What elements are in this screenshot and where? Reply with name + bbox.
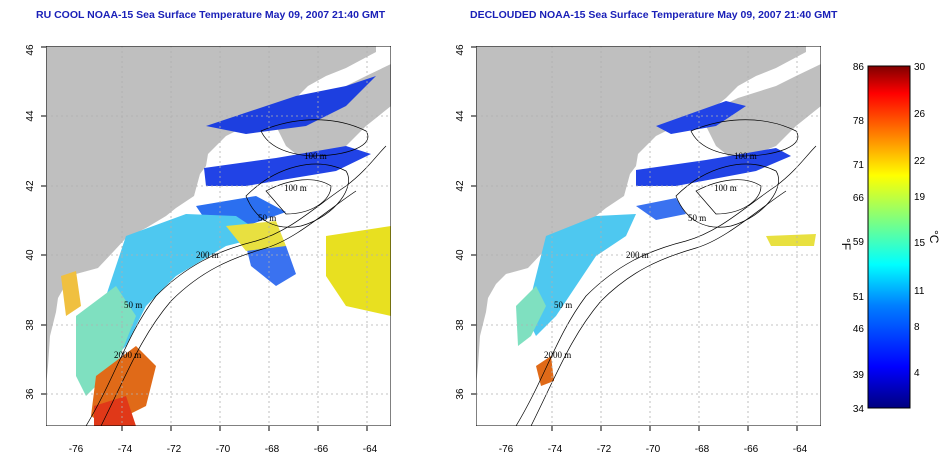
sst-cold-patch xyxy=(204,146,371,186)
x-tick: -68 xyxy=(265,444,280,455)
x-tick: -76 xyxy=(499,444,514,455)
fahrenheit-tick: 34 xyxy=(853,404,865,415)
x-tick: -66 xyxy=(314,444,329,455)
celsius-tick: 8 xyxy=(914,322,920,333)
y-tick: 46 xyxy=(455,44,466,56)
bathymetry-contour xyxy=(260,119,369,157)
celsius-tick: 19 xyxy=(914,192,926,203)
sst-warm-patch xyxy=(226,221,286,251)
map-left-panel[interactable]: 100 m 100 m 50 m 200 m 50 m 2000 m xyxy=(46,46,391,426)
y-tick: 38 xyxy=(25,319,36,331)
x-tick: -72 xyxy=(597,444,612,455)
y-tick: 38 xyxy=(455,319,466,331)
x-tick: -72 xyxy=(167,444,182,455)
y-tick: 40 xyxy=(25,249,36,261)
grid-lines xyxy=(46,46,391,426)
sst-mid-patch xyxy=(516,286,546,346)
map-right-canvas[interactable]: 100 m 100 m 50 m 200 m 50 m 2000 m xyxy=(476,46,821,426)
depth-label: 50 m xyxy=(554,300,572,310)
depth-label: 50 m xyxy=(688,213,706,223)
depth-label: 200 m xyxy=(196,250,219,260)
y-tick: 36 xyxy=(25,388,36,400)
depth-label: 2000 m xyxy=(544,350,571,360)
sst-mid-patch xyxy=(526,214,636,336)
x-tick: -64 xyxy=(363,444,378,455)
sst-cold-patch xyxy=(206,76,376,134)
x-tick: -76 xyxy=(69,444,84,455)
bathymetry-contour xyxy=(675,163,779,228)
celsius-unit-label: °C xyxy=(927,230,940,244)
sst-mid-patch xyxy=(76,286,136,396)
fahrenheit-tick: 86 xyxy=(853,62,865,73)
sst-warm-patch xyxy=(766,234,816,246)
colorbar: 86 78 71 66 59 51 46 39 34 30 26 22 19 1… xyxy=(839,62,940,415)
bathymetry-contour xyxy=(690,119,799,157)
x-tick: -66 xyxy=(744,444,759,455)
depth-label: 100 m xyxy=(714,183,737,193)
depth-label: 200 m xyxy=(626,250,649,260)
bathymetry-contour xyxy=(530,190,787,426)
depth-label: 100 m xyxy=(734,151,757,161)
x-tick: -70 xyxy=(646,444,661,455)
y-tick: 36 xyxy=(455,388,466,400)
x-tick: -68 xyxy=(695,444,710,455)
y-tick: 42 xyxy=(25,180,36,192)
sst-cold-patch xyxy=(636,148,791,186)
fahrenheit-unit-label: °F xyxy=(839,238,853,250)
celsius-tick: 15 xyxy=(914,238,926,249)
depth-label: 2000 m xyxy=(114,350,141,360)
x-tick: -64 xyxy=(793,444,808,455)
map-left-canvas[interactable]: 100 m 100 m 50 m 200 m 50 m 2000 m xyxy=(46,46,391,426)
bathymetry-contour xyxy=(85,145,387,426)
sst-cold-patch xyxy=(636,198,686,220)
fahrenheit-tick: 46 xyxy=(853,324,865,335)
celsius-tick: 22 xyxy=(914,156,926,167)
sst-hot-patch xyxy=(536,356,554,386)
map-left-title: RU COOL NOAA-15 Sea Surface Temperature … xyxy=(36,9,386,21)
land-nova-scotia xyxy=(701,64,821,158)
fahrenheit-tick: 71 xyxy=(853,160,865,171)
y-tick: 46 xyxy=(25,44,36,56)
fahrenheit-tick: 59 xyxy=(853,237,865,248)
celsius-tick: 30 xyxy=(914,62,926,73)
sst-warm-patch xyxy=(326,226,391,316)
y-tick: 40 xyxy=(455,249,466,261)
bathymetry-contour xyxy=(245,163,349,228)
sst-cold-patch xyxy=(656,101,746,134)
y-tick: 44 xyxy=(455,110,466,122)
celsius-tick: 26 xyxy=(914,109,926,120)
depth-label: 100 m xyxy=(304,151,327,161)
bathymetry-contour xyxy=(100,190,357,426)
y-tick: 44 xyxy=(25,110,36,122)
y-tick: 42 xyxy=(455,180,466,192)
celsius-tick: 11 xyxy=(914,286,925,297)
x-tick: -74 xyxy=(548,444,563,455)
map-right-panel[interactable]: 100 m 100 m 50 m 200 m 50 m 2000 m xyxy=(476,46,821,426)
fahrenheit-tick: 78 xyxy=(853,116,865,127)
colorbar-gradient xyxy=(867,65,911,409)
sst-warm-patch xyxy=(61,271,81,316)
sst-cold-patch xyxy=(246,246,296,286)
depth-label: 100 m xyxy=(284,183,307,193)
fahrenheit-tick: 51 xyxy=(853,292,865,303)
land-mass xyxy=(476,46,806,386)
land-mass xyxy=(46,46,376,386)
fahrenheit-tick: 66 xyxy=(853,193,865,204)
depth-label: 50 m xyxy=(258,213,276,223)
bathymetry-contour xyxy=(515,145,817,426)
fahrenheit-tick: 39 xyxy=(853,370,865,381)
grid-lines xyxy=(476,46,821,426)
depth-label: 50 m xyxy=(124,300,142,310)
x-tick: -70 xyxy=(216,444,231,455)
celsius-tick: 4 xyxy=(914,368,920,379)
x-tick: -74 xyxy=(118,444,133,455)
map-right-title: DECLOUDED NOAA-15 Sea Surface Temperatur… xyxy=(470,9,838,21)
